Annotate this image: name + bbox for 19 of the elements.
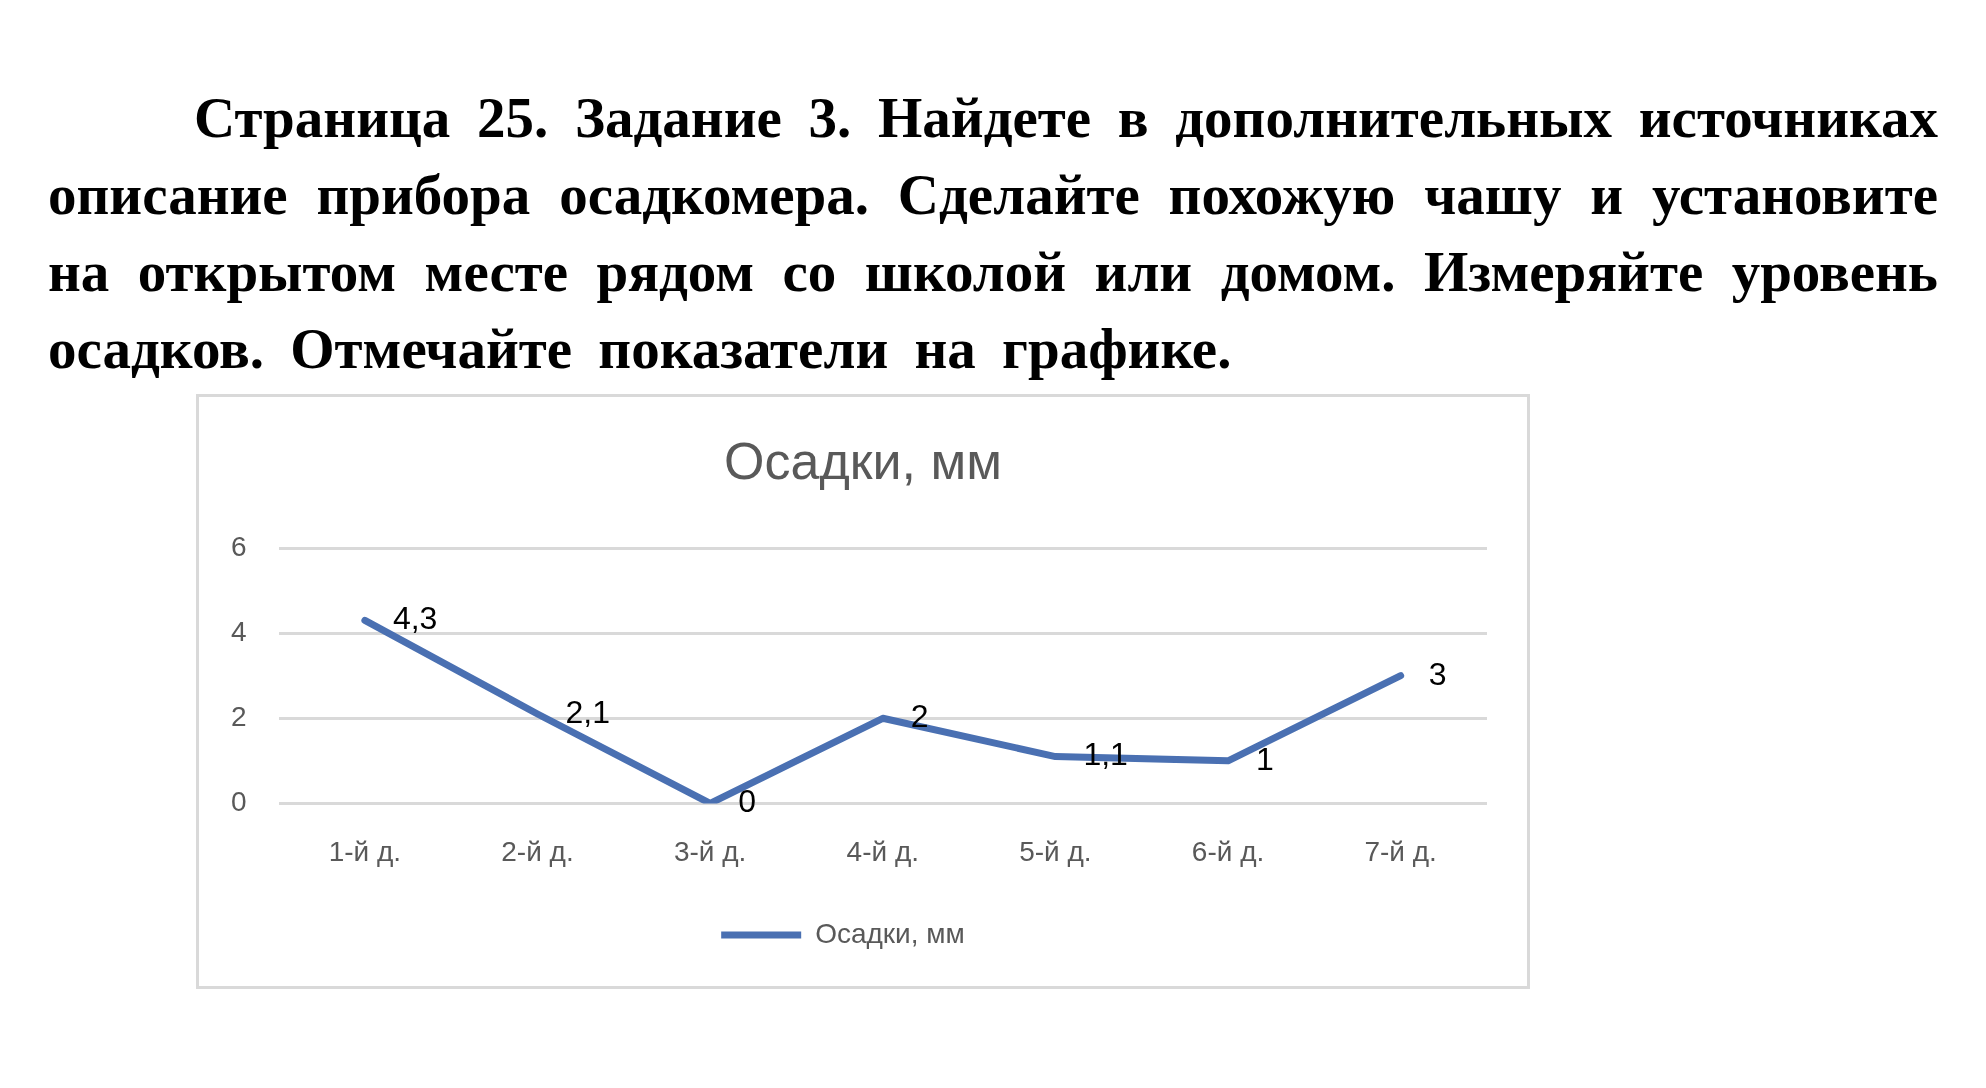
data-label: 0 bbox=[738, 783, 756, 820]
data-label: 2,1 bbox=[565, 693, 611, 730]
y-tick-label: 6 bbox=[230, 530, 247, 562]
text: Страница 25. Задание 3. Найдете в дополнительных источниках описание прибора осадкомера. Сделайте похожую чашу и установите на открытом месте рядом со школой или домом. Измеряйте уровень осадков. Отмечайте показатели на графике. bbox=[48, 85, 1938, 382]
x-tick-label: 6-й д. bbox=[1191, 835, 1265, 867]
y-tick-label: 2 bbox=[230, 700, 247, 732]
x-tick-label: 5-й д. bbox=[1019, 835, 1092, 867]
data-label: 3 bbox=[1428, 655, 1447, 692]
x-tick-label: 4-й д. bbox=[846, 835, 919, 867]
data-label: 1 bbox=[1256, 740, 1274, 777]
data-label: 4,3 bbox=[392, 600, 438, 637]
legend-label: Осадки, мм bbox=[815, 917, 965, 949]
x-tick-label: 2-й д. bbox=[501, 835, 574, 867]
x-tick-label: 1-й д. bbox=[328, 835, 402, 867]
y-tick-label: 0 bbox=[230, 786, 247, 818]
chart-title: Осадки, мм bbox=[723, 431, 1003, 492]
y-tick-label: 4 bbox=[230, 615, 247, 647]
x-tick-label: 3-й д. bbox=[673, 835, 747, 867]
x-tick-label: 7-й д. bbox=[1364, 835, 1437, 867]
